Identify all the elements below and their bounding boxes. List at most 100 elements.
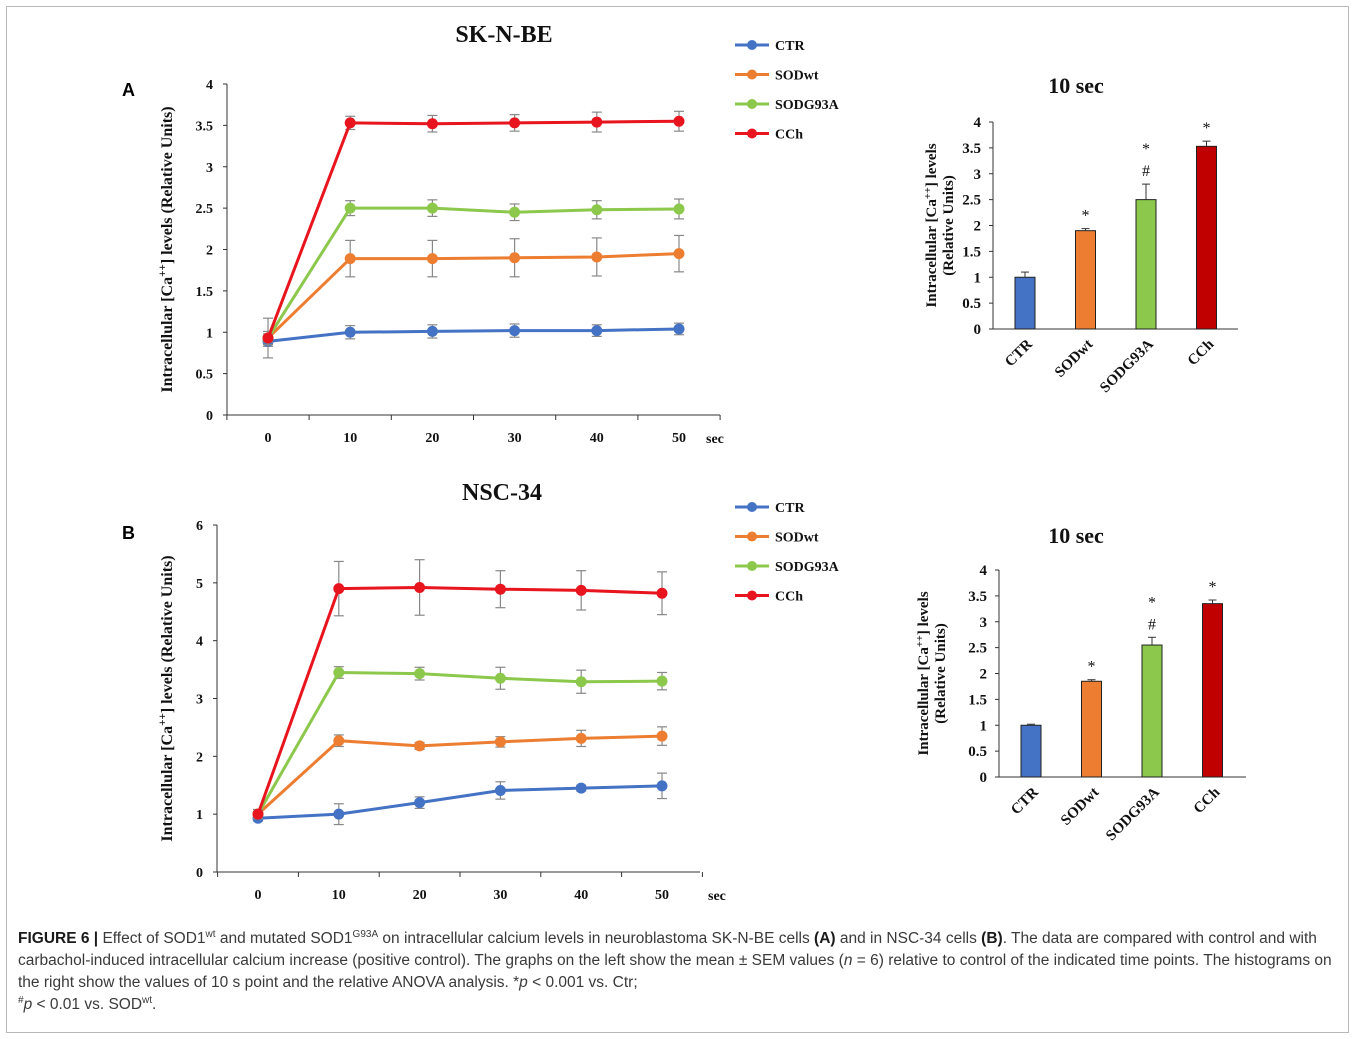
y-tick-label: 0 [206, 409, 213, 424]
x-tick-label: 40 [574, 888, 588, 903]
y-tick-label: 0 [974, 322, 982, 338]
data-point-sodwt [509, 252, 521, 264]
x-tick-label-sodg93a: SODG93A [1103, 784, 1163, 844]
x-tick-label: 50 [655, 888, 669, 903]
data-point-sodg93a [426, 202, 438, 214]
x-axis-label: sec [706, 432, 724, 447]
series-line-cch [256, 585, 663, 815]
y-tick-label: 3.5 [196, 119, 214, 134]
x-tick-label-ctr: CTR [1002, 336, 1036, 370]
y-tick-label: 3 [974, 167, 982, 183]
caption-ref-b: (B) [981, 930, 1003, 947]
legend-marker-ctr [747, 40, 757, 50]
data-point-ctr [591, 325, 603, 337]
bar-sodwt [1075, 230, 1096, 330]
bar-sodg93a [1141, 644, 1163, 778]
bar-sodwt [1081, 680, 1102, 778]
x-tick-label-sodwt: SODwt [1052, 337, 1096, 381]
significance-star-cch: * [1203, 120, 1211, 137]
y-tick-label: 5 [196, 577, 203, 592]
significance-star-cch: * [1209, 579, 1217, 596]
y-tick-label: 3 [196, 693, 203, 708]
legend-label-cch: CCh [775, 590, 803, 605]
caption-text: . The data are compared with control and… [18, 930, 1317, 969]
y-tick-label: 2.5 [196, 202, 214, 217]
data-point-sodg93a [656, 675, 668, 687]
y-tick-label: 1 [974, 270, 982, 286]
data-point-sodg93a [333, 666, 345, 678]
series-line-cch [266, 119, 680, 339]
x-tick-label: 10 [343, 431, 357, 446]
x-tick-label: 20 [413, 888, 427, 903]
y-tick-label: 1 [206, 326, 213, 341]
chart-title: 10 sec [1048, 73, 1104, 98]
data-point-sodwt [575, 732, 587, 744]
data-point-sodwt [333, 735, 345, 747]
x-axis-label: sec [708, 889, 726, 904]
significance-star-sodg93a: * [1148, 594, 1156, 611]
legend-marker-sodwt [747, 69, 757, 80]
legend-marker-sodg93a [747, 99, 757, 109]
data-point-cch [426, 118, 438, 130]
caption-text: < 0.001 vs. Ctr; [527, 974, 638, 991]
legend-label-sodwt: SODwt [775, 69, 819, 84]
caption-text: < 0.01 vs. SOD [32, 996, 143, 1013]
y-tick-label: 2 [974, 219, 982, 235]
legend-marker-cch [747, 590, 757, 601]
data-point-cch [673, 115, 685, 127]
bar-sodg93a [1135, 199, 1157, 330]
y-tick-label: 2 [206, 244, 213, 259]
y-tick-label: 4 [974, 115, 982, 131]
bar-cch [1202, 603, 1223, 778]
data-point-ctr [509, 325, 521, 337]
series-line-sodwt [256, 734, 663, 816]
caption-var: p [519, 974, 528, 991]
caption-label: FIGURE 6 | [18, 930, 99, 947]
legend-marker-sodwt [747, 531, 757, 542]
y-tick-label: 4 [196, 635, 203, 650]
bar-cch [1196, 145, 1217, 330]
y-tick-label: 1 [980, 718, 988, 734]
y-tick-label: 4 [980, 563, 988, 579]
y-tick-label: 3 [206, 161, 213, 176]
data-point-sodg93a [414, 668, 426, 680]
y-tick-label: 0 [196, 866, 203, 881]
figure-caption: FIGURE 6 | Effect of SOD1wt and mutated … [18, 928, 1338, 1016]
y-tick-label: 0.5 [968, 744, 987, 760]
x-tick-label-cch: CCh [1191, 784, 1224, 817]
x-tick-label: 20 [425, 431, 439, 446]
y-tick-label: 2 [980, 667, 988, 683]
data-point-sodg93a [673, 203, 685, 215]
data-point-sodwt [344, 253, 356, 265]
data-point-ctr [414, 797, 426, 809]
significance-hash-sodg93a: # [1148, 616, 1156, 633]
x-tick-label: 0 [255, 888, 262, 903]
y-tick-label: 0.5 [962, 296, 981, 312]
data-point-sodwt [494, 736, 506, 748]
series-line-sodg93a [266, 206, 680, 339]
y-tick-label: 2 [196, 750, 203, 765]
y-axis-label: Intracellular [Ca++] levels (Relative Un… [157, 555, 176, 841]
data-point-cch [591, 116, 603, 128]
x-tick-label: 40 [590, 431, 604, 446]
x-tick-label: 50 [672, 431, 686, 446]
data-point-ctr [575, 782, 587, 794]
y-tick-label: 1.5 [196, 285, 214, 300]
y-axis-label-units: (Relative Units) [941, 175, 957, 275]
x-tick-label-cch: CCh [1185, 336, 1218, 369]
data-point-cch [252, 808, 264, 820]
bar-ctr [1014, 276, 1036, 330]
data-point-cch [656, 587, 668, 599]
data-point-cch [333, 583, 345, 595]
caption-sup: wt [205, 928, 216, 940]
bar-ctr [1020, 724, 1042, 778]
data-point-cch [344, 117, 356, 129]
caption-var: n [843, 952, 853, 969]
data-point-sodg93a [494, 672, 506, 684]
data-point-cch [494, 583, 506, 595]
series-line-ctr [257, 784, 663, 820]
caption-ref-a: (A) [814, 930, 836, 947]
caption-sup: G93A [352, 928, 379, 940]
x-tick-label-sodg93a: SODG93A [1097, 336, 1157, 396]
